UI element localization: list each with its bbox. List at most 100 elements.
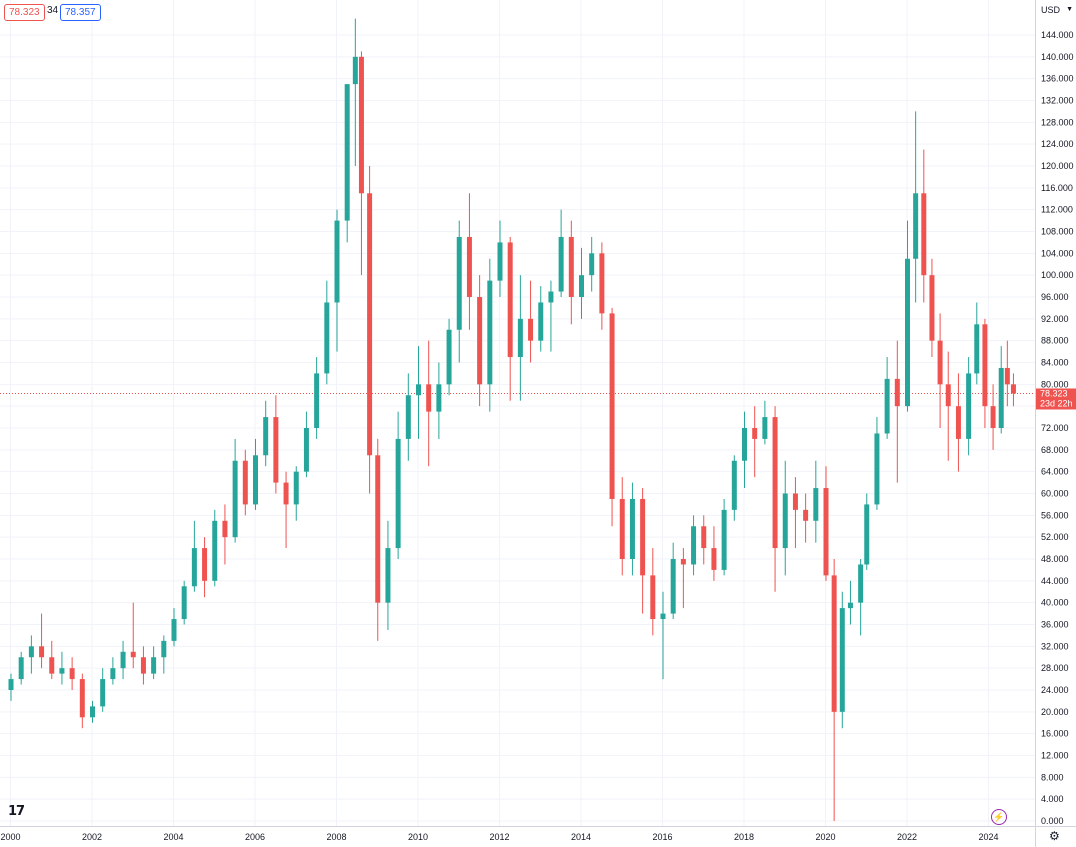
- candle: [426, 340, 432, 467]
- price-axis[interactable]: 0.000 4.000 8.000 12.000 16.000 20.000 24.000 2…: [1041, 30, 1074, 826]
- candle: [538, 286, 544, 352]
- candle: [79, 673, 85, 729]
- candle: [680, 548, 686, 609]
- candle-body: [864, 504, 870, 565]
- x-tick-label: 2004: [163, 832, 183, 842]
- candle: [589, 236, 595, 292]
- candle: [90, 700, 95, 723]
- candle-body: [375, 455, 381, 603]
- y-tick-label: 60.000: [1041, 489, 1069, 499]
- bid-price-box[interactable]: 78.323: [4, 4, 45, 21]
- candle-body: [998, 367, 1004, 428]
- candle: [752, 406, 758, 478]
- candle-body: [884, 378, 890, 434]
- last-price-countdown: 23d 22h: [1040, 398, 1073, 408]
- candle: [18, 651, 24, 685]
- candle: [273, 395, 279, 494]
- candle: [599, 242, 605, 330]
- candle-body: [955, 406, 961, 439]
- currency-selector[interactable]: USD ▼: [1036, 3, 1076, 17]
- candle-body: [528, 318, 534, 341]
- candle: [314, 357, 320, 439]
- y-tick-label: 64.000: [1041, 467, 1069, 477]
- gear-icon[interactable]: ⚙: [1049, 829, 1060, 843]
- tradingview-logo-icon[interactable]: 17: [8, 804, 25, 819]
- candle-body: [945, 384, 951, 407]
- candle: [803, 493, 809, 543]
- candle-body: [202, 548, 208, 581]
- candle: [874, 417, 880, 510]
- candle-body: [538, 302, 544, 341]
- candle-body: [548, 291, 554, 303]
- candle-body: [721, 509, 727, 570]
- candle: [191, 520, 197, 592]
- x-tick-label: 2012: [489, 832, 509, 842]
- candle: [721, 498, 727, 576]
- x-tick-label: 2018: [734, 832, 754, 842]
- candle-body: [405, 395, 411, 439]
- candle: [640, 488, 646, 614]
- candle: [232, 438, 238, 543]
- y-tick-label: 104.000: [1041, 248, 1074, 258]
- candle: [548, 280, 554, 352]
- x-tick-label: 2000: [0, 832, 20, 842]
- candle-body: [517, 318, 523, 358]
- candle: [334, 209, 340, 352]
- candle-body: [831, 575, 837, 712]
- candle: [59, 651, 65, 685]
- candle: [456, 220, 462, 363]
- y-tick-label: 144.000: [1041, 30, 1074, 40]
- candle-body: [161, 640, 167, 658]
- candle: [303, 411, 309, 478]
- candle-body: [974, 324, 980, 374]
- candle: [847, 580, 853, 625]
- candle-body: [140, 657, 146, 674]
- candle-body: [609, 313, 615, 499]
- candle-body: [367, 193, 373, 456]
- candle-body: [929, 275, 935, 341]
- candle: [937, 313, 943, 428]
- time-axis[interactable]: 2000 2002 2004 2006 2008 2010 2012 2014 2016 2018…: [0, 832, 998, 842]
- x-tick-label: 2020: [815, 832, 835, 842]
- candle: [955, 373, 961, 472]
- candle: [130, 602, 136, 669]
- x-tick-label: 2010: [408, 832, 428, 842]
- candle-body: [466, 236, 472, 297]
- candle-body: [100, 679, 106, 707]
- candle: [974, 302, 980, 385]
- candle: [140, 646, 146, 685]
- candle-body: [558, 236, 564, 292]
- candle-body: [839, 608, 845, 712]
- candle-body: [691, 526, 697, 565]
- candle: [405, 373, 411, 461]
- lightning-icon[interactable]: ⚡: [991, 809, 1007, 825]
- candle-body: [650, 575, 656, 620]
- candle-body: [253, 455, 258, 505]
- candle-body: [263, 417, 269, 456]
- candle: [990, 384, 996, 450]
- candle: [528, 280, 534, 363]
- candle-body: [273, 417, 279, 483]
- y-tick-label: 16.000: [1041, 729, 1069, 739]
- y-tick-label: 92.000: [1041, 314, 1069, 324]
- y-tick-label: 100.000: [1041, 270, 1074, 280]
- x-tick-label: 2008: [326, 832, 346, 842]
- candle: [998, 346, 1004, 434]
- candle: [711, 526, 717, 581]
- y-tick-label: 0.000: [1041, 816, 1064, 826]
- ask-price-box[interactable]: 78.357: [60, 4, 101, 21]
- candle-body: [913, 193, 919, 259]
- candle-body: [782, 493, 788, 549]
- candle-body: [49, 657, 55, 674]
- y-tick-label: 56.000: [1041, 510, 1069, 520]
- candle: [731, 455, 737, 521]
- currency-label: USD: [1041, 5, 1061, 15]
- candle-body: [629, 498, 635, 559]
- y-tick-label: 48.000: [1041, 554, 1069, 564]
- y-tick-label: 120.000: [1041, 161, 1074, 171]
- candle-body: [171, 619, 177, 641]
- candle: [762, 400, 768, 445]
- chevron-down-icon: ▼: [1066, 6, 1073, 13]
- candle: [742, 411, 747, 489]
